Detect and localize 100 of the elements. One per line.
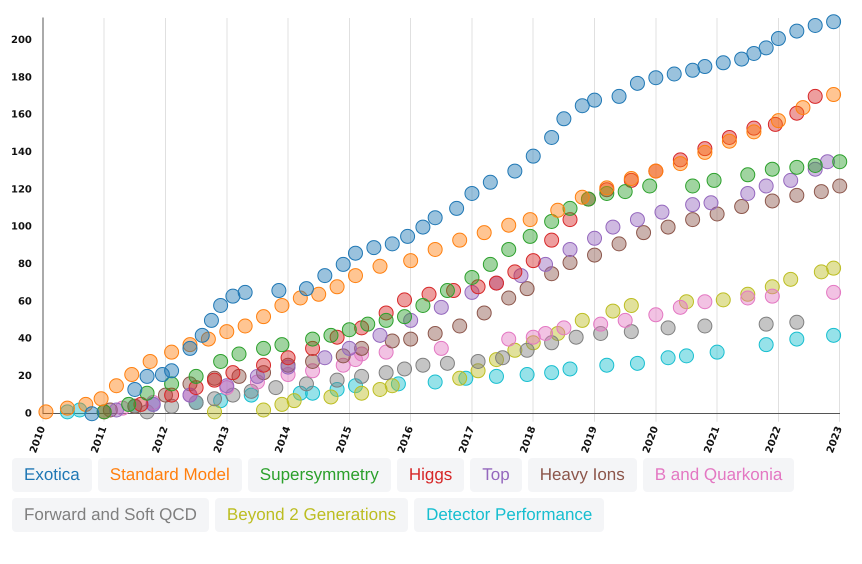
point [330,372,345,388]
y-tick-label: 120 [11,184,32,196]
point [758,316,774,332]
point [544,232,560,248]
point [428,210,443,226]
point [274,298,290,313]
point [415,298,430,313]
point [317,268,332,284]
point [384,333,400,348]
y-tick-label: 40 [18,334,32,345]
point [789,188,804,203]
point [298,281,314,296]
point [121,396,136,412]
text: Higgs [396,458,464,492]
point [311,286,326,302]
point [826,260,842,276]
y-tick-label: 60 [18,296,32,308]
point [538,326,554,341]
point [188,368,204,384]
point [612,88,627,104]
point [164,363,180,378]
point [556,320,572,336]
point [225,288,240,304]
point [526,253,541,268]
text: Top [470,458,522,492]
point [403,253,418,268]
point [574,312,590,328]
point [764,193,780,208]
point [789,24,804,39]
point [808,158,823,173]
point [507,164,522,179]
point [697,294,712,310]
point [630,356,645,371]
point [574,98,590,114]
point [250,368,265,384]
point [348,268,363,284]
point [182,340,198,356]
x-tick-label: 2018 [518,424,539,455]
point [672,300,688,315]
text: Heavy Ions [528,458,637,492]
point [826,284,842,300]
point [526,148,541,164]
point [452,370,468,386]
y-tick-label: 200 [11,34,32,46]
point [685,178,700,194]
point [219,324,234,340]
text: B and Quarkonia [642,458,794,492]
point [225,365,240,380]
x-tick-label: 2019 [580,424,600,455]
point [678,348,694,364]
point [378,365,394,380]
point [826,328,842,343]
point [194,328,210,343]
point [434,340,449,356]
point [832,178,848,194]
point [501,242,516,257]
point [142,354,158,369]
point [697,318,712,334]
point [507,264,522,280]
point [256,340,272,356]
point [403,332,418,347]
point [140,368,155,384]
point [544,130,560,145]
point [826,87,842,102]
point [783,272,798,287]
point [140,386,155,401]
point [716,55,731,70]
y-tick-label: 100 [11,222,32,233]
text: Standard Model [98,458,242,492]
point [372,258,388,274]
text: Detector Performance [414,498,604,532]
point [428,374,443,390]
point [366,240,382,256]
point [660,320,676,336]
point [587,248,602,263]
point [323,389,338,404]
point [207,391,222,406]
point [770,31,786,46]
point [666,66,682,82]
point [574,190,590,205]
point [84,406,100,422]
y-tick-label: 0 [24,408,32,420]
point [428,326,443,341]
point [758,337,774,352]
point [397,309,412,324]
point [482,256,498,272]
x-tick-label: 2017 [457,424,478,455]
point [605,220,620,235]
point [323,328,338,343]
point [378,344,394,360]
point [520,342,535,358]
point [789,160,804,175]
point [397,361,412,376]
point [330,279,345,294]
point [482,174,498,190]
x-tick-label: 2020 [641,424,662,455]
point [556,111,572,126]
point [550,202,566,218]
point [488,368,504,384]
point [94,391,109,406]
